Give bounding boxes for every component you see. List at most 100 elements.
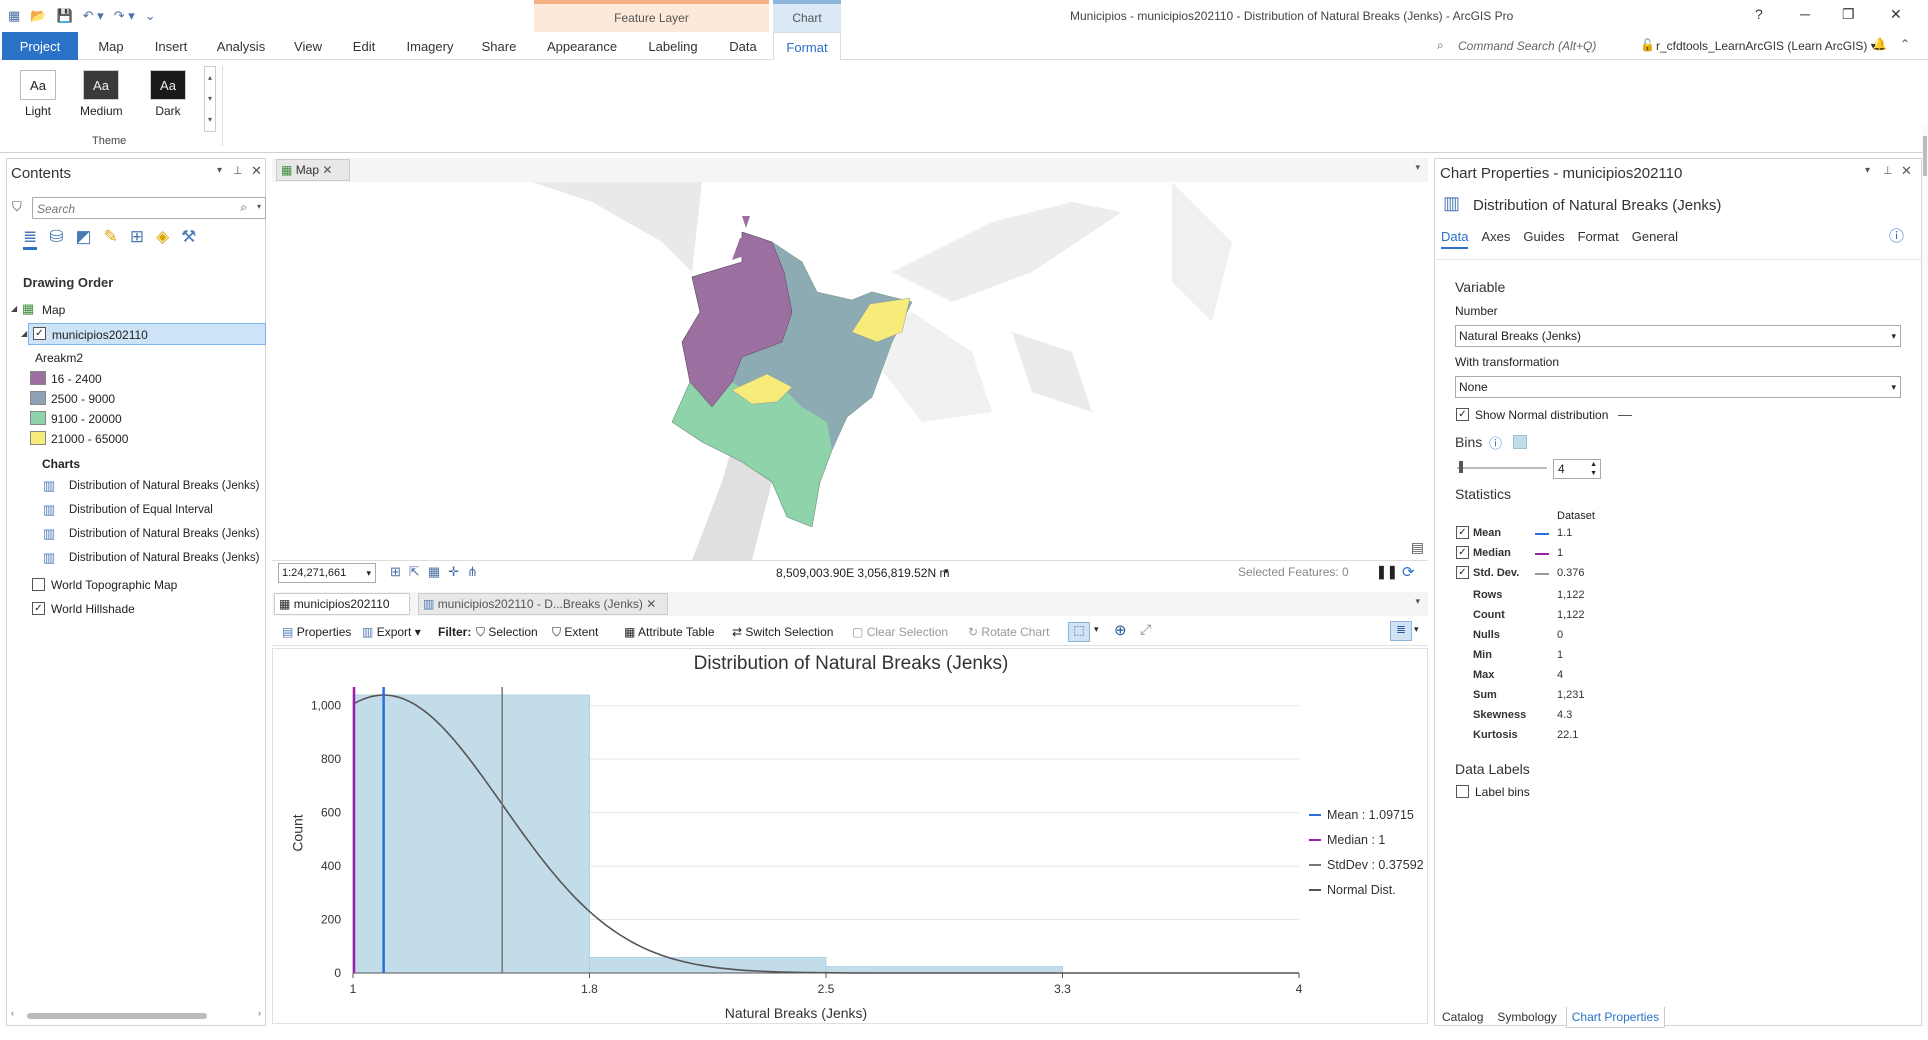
user-account[interactable]: r_cfdtools_LearnArcGIS (Learn ArcGIS) ▾	[1656, 39, 1877, 53]
close-pane-icon[interactable]: ✕	[1901, 163, 1912, 178]
bin-color-swatch[interactable]	[1513, 435, 1527, 449]
tab-view[interactable]: View	[294, 39, 322, 54]
layer-row-selected[interactable]	[28, 323, 266, 345]
horizontal-scrollbar[interactable]: ‹ ›	[11, 1008, 261, 1019]
restore-button[interactable]: ❐	[1842, 6, 1855, 22]
chart-list-item[interactable]: Distribution of Natural Breaks (Jenks)	[69, 528, 260, 540]
filter-extent-button[interactable]: ⛉ Extent	[552, 625, 599, 639]
command-search-input[interactable]: Command Search (Alt+Q)	[1458, 39, 1597, 53]
bins-info-icon[interactable]: ⓘ	[1489, 436, 1503, 451]
rotate-chart-button[interactable]: ↻ Rotate Chart	[968, 625, 1050, 639]
stat-checkbox[interactable]: ✓	[1456, 526, 1469, 539]
expand-map-icon[interactable]: ◢	[11, 304, 18, 313]
layer-visibility-checkbox[interactable]: ✓	[33, 327, 46, 340]
stat-checkbox[interactable]: ✓	[1456, 566, 1469, 579]
coordinate-format-icon[interactable]: ▾	[944, 566, 949, 576]
chart-view-tab[interactable]: ▥ municipios202110 - D...Breaks (Jenks) …	[418, 593, 668, 615]
snapping-icon[interactable]: ✛	[448, 564, 460, 579]
view-options-icon[interactable]: ▾	[1415, 596, 1420, 606]
theme-dark-button[interactable]: Aa Dark	[147, 70, 189, 130]
chart-area[interactable]: Distribution of Natural Breaks (Jenks) C…	[272, 648, 1428, 1024]
tab-format[interactable]: Format	[773, 32, 841, 60]
undo-icon[interactable]: ↶ ▾	[82, 8, 104, 23]
bottom-tab-chart-properties[interactable]: Chart Properties	[1565, 1007, 1666, 1028]
tab-data[interactable]: Data	[729, 39, 757, 54]
close-pane-icon[interactable]: ✕	[251, 163, 262, 178]
collapse-ribbon-icon[interactable]: ⌃	[1900, 37, 1911, 51]
tab-labeling[interactable]: Labeling	[648, 39, 698, 54]
tab-format[interactable]: Format	[1577, 229, 1619, 244]
tab-imagery[interactable]: Imagery	[406, 39, 454, 54]
search-icon[interactable]: ⌕	[240, 200, 247, 214]
gallery-scroll[interactable]: ▴ ▾ ▾	[204, 66, 216, 132]
list-by-drawing-order-icon[interactable]: ≣	[23, 227, 38, 250]
switch-selection-button[interactable]: ⇄ Switch Selection	[732, 625, 834, 639]
full-extent-icon[interactable]: ⤢	[1140, 621, 1152, 637]
map-canvas[interactable]: ▤	[272, 182, 1428, 560]
basemap-topo-label[interactable]: World Topographic Map	[51, 578, 178, 592]
legend-dropdown-icon[interactable]: ▾	[1414, 624, 1419, 634]
notification-bell-icon[interactable]: 🔔	[1872, 37, 1887, 51]
grid-icon[interactable]: ▦	[427, 564, 441, 579]
view-options-icon[interactable]: ▾	[1415, 162, 1420, 172]
map-view-tab[interactable]: ▦ Map ✕	[276, 159, 350, 181]
bins-slider-track[interactable]	[1457, 467, 1547, 469]
list-by-selection-icon[interactable]: ◩	[75, 227, 92, 246]
scrollbar-thumb[interactable]	[27, 1013, 207, 1019]
filter-selection-button[interactable]: ⛉ Selection	[476, 625, 538, 639]
export-button[interactable]: ▥ Export ▾	[362, 625, 421, 639]
bins-slider-thumb[interactable]	[1459, 461, 1463, 473]
search-dropdown-icon[interactable]: ▾	[256, 202, 261, 211]
select-tool-icon[interactable]: ⬚	[1068, 622, 1090, 642]
properties-button[interactable]: ▤ Properties	[282, 625, 352, 639]
pane-options-icon[interactable]: ▾	[1865, 165, 1871, 176]
histogram-bar[interactable]	[825, 966, 1063, 974]
theme-light-button[interactable]: Aa Light	[17, 70, 59, 130]
full-extent-icon[interactable]: ⊞	[390, 564, 401, 579]
bottom-tab-catalog[interactable]: Catalog	[1442, 1010, 1484, 1024]
map-notes-icon[interactable]: ▤	[1410, 539, 1424, 555]
tab-insert[interactable]: Insert	[154, 39, 188, 54]
minimize-button[interactable]: ─	[1800, 6, 1810, 22]
list-by-labeling-icon[interactable]: ◈	[156, 227, 170, 246]
save-icon[interactable]: 💾	[56, 8, 73, 23]
attribute-table-tab[interactable]: ▦ municipios202110	[274, 593, 410, 615]
chart-list-item[interactable]: Distribution of Equal Interval	[69, 504, 213, 516]
expand-layer-icon[interactable]: ◢	[21, 329, 28, 338]
bins-stepper[interactable]: 4 ▲ ▼	[1553, 459, 1601, 479]
pane-options-icon[interactable]: ▾	[217, 165, 223, 176]
show-normal-checkbox[interactable]: ✓	[1456, 408, 1469, 421]
list-by-editing-icon[interactable]: ✎	[103, 227, 118, 246]
basemap-hillshade-label[interactable]: World Hillshade	[51, 602, 135, 616]
tab-analysis[interactable]: Analysis	[216, 39, 266, 54]
close-map-tab-icon[interactable]: ✕	[322, 163, 333, 177]
transformation-dropdown[interactable]: None ▾	[1455, 376, 1901, 398]
clear-selection-button[interactable]: ▢ Clear Selection	[852, 625, 949, 639]
new-project-icon[interactable]: ▦	[8, 8, 21, 23]
zoom-selected-icon[interactable]: ⇱	[408, 564, 420, 579]
close-chart-tab-icon[interactable]: ✕	[646, 597, 657, 611]
tab-general[interactable]: General	[1631, 229, 1678, 244]
pin-icon[interactable]: ⊥	[233, 165, 243, 177]
list-by-snapping-icon[interactable]: ⊞	[129, 227, 145, 246]
map-node[interactable]: Map	[42, 303, 66, 317]
refresh-icon[interactable]: ⟳	[1402, 564, 1415, 581]
pause-drawing-icon[interactable]: ❚❚	[1376, 564, 1398, 579]
theme-medium-button[interactable]: Aa Medium	[80, 70, 123, 130]
customize-qat-icon[interactable]: ⌄	[144, 8, 156, 23]
tab-edit[interactable]: Edit	[352, 39, 376, 54]
bottom-tab-symbology[interactable]: Symbology	[1497, 1010, 1557, 1024]
basemap-topo-checkbox[interactable]	[32, 578, 45, 591]
tab-axes[interactable]: Axes	[1481, 229, 1511, 244]
tab-data[interactable]: Data	[1441, 229, 1469, 249]
legend-toggle-icon[interactable]: ≣	[1390, 621, 1412, 641]
pin-icon[interactable]: ⊥	[1883, 165, 1893, 177]
tab-share[interactable]: Share	[481, 39, 517, 54]
tab-guides[interactable]: Guides	[1523, 229, 1565, 244]
tab-project[interactable]: Project	[2, 32, 78, 60]
filter-icon[interactable]: ⛉	[12, 199, 22, 214]
tab-appearance[interactable]: Appearance	[546, 39, 618, 54]
contents-search-input[interactable]: Search ⌕ ▾	[32, 197, 266, 219]
basemap-hillshade-checkbox[interactable]: ✓	[32, 602, 45, 615]
right-edge-scrollbar[interactable]	[1922, 126, 1928, 1026]
